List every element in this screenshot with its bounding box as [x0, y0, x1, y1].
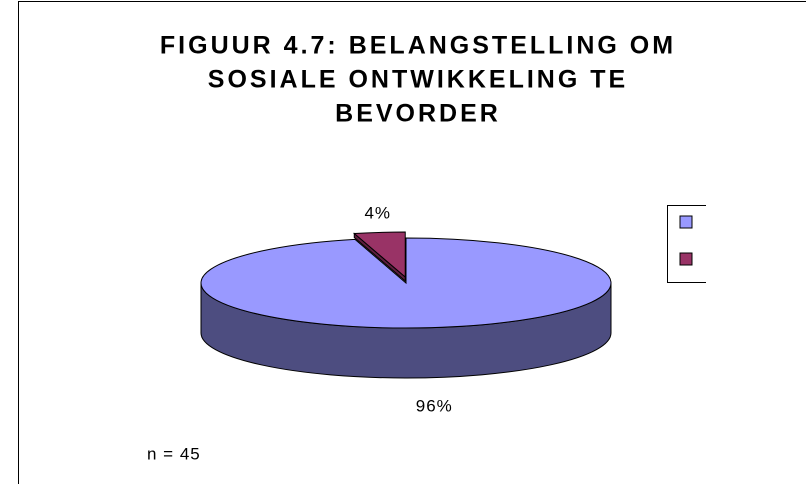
legend-swatches — [679, 215, 693, 266]
data-label: 96% — [416, 397, 453, 416]
data-label: 4% — [364, 203, 391, 222]
chart-title: FIGUUR 4.7: BELANGSTELLING OM SOSIALE ONT… — [160, 32, 676, 128]
title-line: FIGUUR 4.7: BELANGSTELLING OM — [160, 32, 676, 60]
legend-swatch — [679, 252, 693, 266]
legend-swatch — [679, 215, 693, 229]
pie-slice — [352, 231, 406, 279]
title-line: BEVORDER — [335, 100, 501, 128]
annotation: n = 45 — [147, 444, 201, 463]
title-line: SOSIALE ONTWIKKELING TE — [208, 66, 628, 94]
legend — [667, 205, 706, 283]
pie-slice — [200, 237, 612, 329]
